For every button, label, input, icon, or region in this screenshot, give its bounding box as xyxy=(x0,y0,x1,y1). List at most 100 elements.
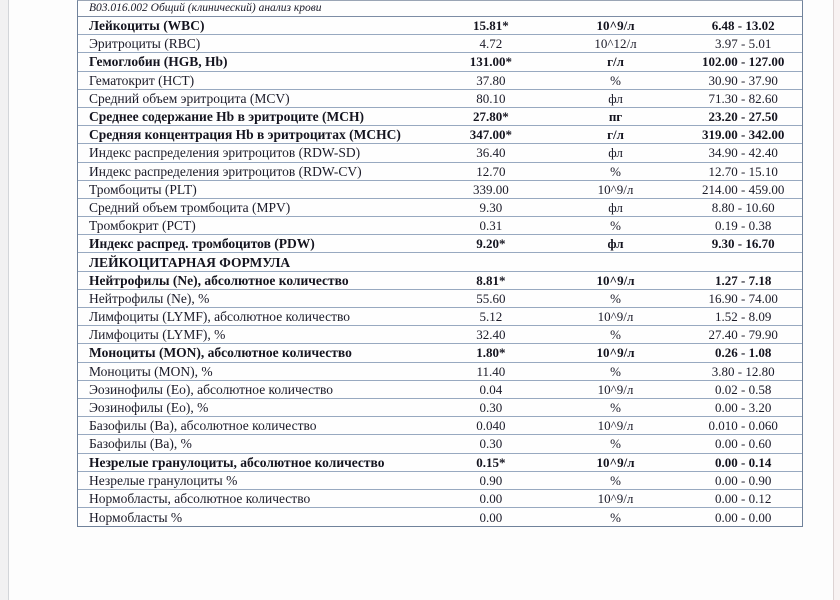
test-name: Нормобласты % xyxy=(89,509,183,525)
test-unit: 10^9/л xyxy=(597,309,634,325)
test-reference-range: 12.70 - 15.10 xyxy=(708,163,778,179)
page-edge-left xyxy=(0,0,9,600)
test-reference-range: 0.00 - 3.20 xyxy=(714,400,772,416)
test-unit: г/л xyxy=(607,127,624,143)
test-unit: пг xyxy=(608,109,623,125)
test-name: Моноциты (MON), % xyxy=(89,363,213,379)
test-value: 11.40 xyxy=(476,363,506,379)
test-name: Эозинофилы (Eo), % xyxy=(89,400,209,416)
test-unit: г/л xyxy=(607,54,624,70)
test-name: Средняя концентрация Hb в эритроцитах (M… xyxy=(89,127,401,143)
test-unit: % xyxy=(610,290,621,306)
test-value: 0.30 xyxy=(479,436,503,452)
test-value: 9.20* xyxy=(476,236,506,252)
test-value: 0.31 xyxy=(479,218,503,234)
test-reference-range: 0.00 - 0.00 xyxy=(714,509,772,525)
blood-test-table: B03.016.002 Общий (клинический) анализ к… xyxy=(77,0,803,528)
test-unit: 10^12/л xyxy=(594,36,637,52)
test-unit: 10^9/л xyxy=(596,345,635,361)
test-reference-range: 16.90 - 74.00 xyxy=(708,290,778,306)
table-row: Индекс распред. тромбоцитов (PDW) 9.20* … xyxy=(78,235,802,254)
test-reference-range: 0.00 - 0.12 xyxy=(714,490,772,506)
test-value: 4.72 xyxy=(479,36,503,52)
procedure-title: B03.016.002 Общий (клинический) анализ к… xyxy=(89,2,322,14)
test-name: Нейтрофилы (Ne), % xyxy=(89,290,210,306)
test-name: Эозинофилы (Eo), абсолютное количество xyxy=(89,381,334,397)
test-value: 32.40 xyxy=(476,327,506,343)
test-unit: фл xyxy=(608,199,623,215)
test-unit: 10^9/л xyxy=(596,454,635,470)
table-row: Нормобласты % 0.00 % 0.00 - 0.00 xyxy=(78,508,802,526)
test-value: 347.00* xyxy=(469,127,512,143)
table-row: Лимфоциты (LYMF), % 32.40 % 27.40 - 79.9… xyxy=(78,326,802,345)
test-name: Гематокрит (HCT) xyxy=(89,72,195,88)
test-unit: 10^9/л xyxy=(597,181,634,197)
test-value: 37.80 xyxy=(476,72,506,88)
test-reference-range: 30.90 - 37.90 xyxy=(708,72,778,88)
table-row: Средняя концентрация Hb в эритроцитах (M… xyxy=(78,126,802,145)
table-row: Тромбокрит (PCT) 0.31 % 0.19 - 0.38 xyxy=(78,217,802,236)
test-value: 15.81* xyxy=(473,18,509,34)
test-name: Тромбоциты (PLT) xyxy=(89,181,197,197)
test-name: Незрелые гранулоциты, абсолютное количес… xyxy=(89,454,385,470)
procedure-title-row: B03.016.002 Общий (клинический) анализ к… xyxy=(78,1,802,17)
table-row: Эозинофилы (Eo), % 0.30 % 0.00 - 3.20 xyxy=(78,399,802,418)
test-value: 5.12 xyxy=(479,309,503,325)
test-value: 12.70 xyxy=(476,163,506,179)
test-reference-range: 3.97 - 5.01 xyxy=(714,36,772,52)
test-unit: % xyxy=(610,472,621,488)
test-reference-range: 0.00 - 0.60 xyxy=(714,436,772,452)
table-body: Лейкоциты (WBC) 15.81* 10^9/л 6.48 - 13.… xyxy=(78,17,802,526)
test-reference-range: 27.40 - 79.90 xyxy=(708,327,778,343)
table-row: Нормобласты, абсолютное количество 0.00 … xyxy=(78,490,802,509)
test-value: 0.04 xyxy=(479,381,503,397)
test-unit: % xyxy=(610,163,621,179)
test-reference-range: 8.80 - 10.60 xyxy=(711,199,775,215)
test-unit: фл xyxy=(608,90,623,106)
test-value: 80.10 xyxy=(476,90,506,106)
test-value: 1.80* xyxy=(476,345,506,361)
test-unit: % xyxy=(610,400,621,416)
test-unit: фл xyxy=(608,145,623,161)
test-name: Лимфоциты (LYMF), % xyxy=(89,327,226,343)
test-unit: % xyxy=(610,72,621,88)
table-row: Гемоглобин (HGB, Hb) 131.00* г/л 102.00 … xyxy=(78,53,802,72)
test-name: Нейтрофилы (Ne), абсолютное количество xyxy=(89,272,349,288)
table-row: Средний объем тромбоцита (MPV) 9.30 фл 8… xyxy=(78,199,802,218)
table-row: Незрелые гранулоциты, абсолютное количес… xyxy=(78,454,802,472)
test-unit: 10^9/л xyxy=(596,18,635,34)
test-reference-range: 23.20 - 27.50 xyxy=(708,109,778,125)
test-unit: 10^9/л xyxy=(597,381,634,397)
test-value: 55.60 xyxy=(476,290,506,306)
test-name: Базофилы (Ba), % xyxy=(89,436,192,452)
test-name: Базофилы (Ba), абсолютное количество xyxy=(89,418,317,434)
test-name: Моноциты (MON), абсолютное количество xyxy=(89,345,352,361)
test-unit: фл xyxy=(607,236,624,252)
table-row: Гематокрит (HCT) 37.80 % 30.90 - 37.90 xyxy=(78,72,802,90)
test-name: Среднее содержание Hb в эритроците (MCH) xyxy=(89,109,364,125)
test-value: 0.15* xyxy=(476,454,506,470)
table-row: Нейтрофилы (Ne), абсолютное количество 8… xyxy=(78,272,802,290)
test-reference-range: 214.00 - 459.00 xyxy=(701,181,785,197)
test-reference-range: 0.00 - 0.14 xyxy=(714,454,772,470)
test-value: 339.00 xyxy=(473,181,509,197)
table-row: ЛЕЙКОЦИТАРНАЯ ФОРМУЛА xyxy=(78,253,802,272)
table-row: Индекс распределения эритроцитов (RDW-CV… xyxy=(78,163,802,181)
test-unit: 10^9/л xyxy=(597,418,634,434)
test-reference-range: 34.90 - 42.40 xyxy=(708,145,778,161)
test-value: 131.00* xyxy=(469,54,512,70)
test-name: Средний объем тромбоцита (MPV) xyxy=(89,199,291,215)
test-reference-range: 3.80 - 12.80 xyxy=(711,363,775,379)
test-name: Нормобласты, абсолютное количество xyxy=(89,490,311,506)
test-unit: 10^9/л xyxy=(596,272,635,288)
test-unit: % xyxy=(610,509,621,525)
test-reference-range: 1.27 - 7.18 xyxy=(714,272,772,288)
test-unit: % xyxy=(610,363,621,379)
table-row: Эритроциты (RBC) 4.72 10^12/л 3.97 - 5.0… xyxy=(78,35,802,54)
test-value: 0.30 xyxy=(479,400,503,416)
table-row: Лейкоциты (WBC) 15.81* 10^9/л 6.48 - 13.… xyxy=(78,17,802,36)
test-value: 0.00 xyxy=(479,490,503,506)
test-name: Незрелые гранулоциты % xyxy=(89,472,238,488)
test-name: Эритроциты (RBC) xyxy=(89,36,201,52)
table-row: Базофилы (Ba), абсолютное количество 0.0… xyxy=(78,417,802,436)
